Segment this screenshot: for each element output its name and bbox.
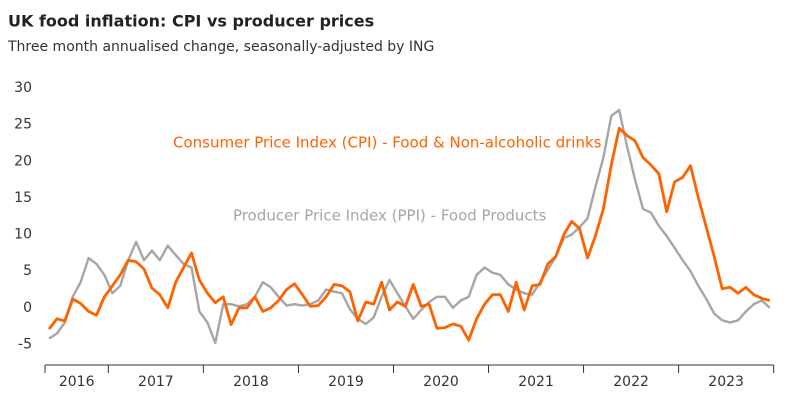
y-tick-label: 5 (23, 263, 32, 279)
y-tick-label: 20 (14, 153, 32, 169)
x-tick-label: 2021 (518, 374, 554, 390)
legend-label: Producer Price Index (PPI) - Food Produc… (233, 207, 547, 225)
chart-title: UK food inflation: CPI vs producer price… (8, 12, 374, 31)
x-tick-label: 2020 (423, 374, 459, 390)
x-tick-label: 2016 (59, 374, 95, 390)
y-tick-label: 25 (14, 117, 32, 133)
x-tick-label: 2019 (328, 374, 364, 390)
x-tick-label: 2023 (708, 374, 744, 390)
x-tick-label: 2022 (613, 374, 649, 390)
y-tick-label: 0 (23, 300, 32, 316)
chart-subtitle: Three month annualised change, seasonall… (7, 39, 434, 55)
y-tick-label: 10 (14, 227, 32, 243)
series-line (48, 108, 771, 345)
y-tick-label: 15 (14, 190, 32, 206)
y-tick-label: -5 (18, 336, 32, 352)
y-tick-label: 30 (14, 80, 32, 96)
legend-label: Consumer Price Index (CPI) - Food & Non-… (173, 134, 602, 152)
x-tick-label: 2018 (233, 374, 269, 390)
x-tick-label: 2017 (138, 374, 174, 390)
series-line (47, 126, 771, 342)
